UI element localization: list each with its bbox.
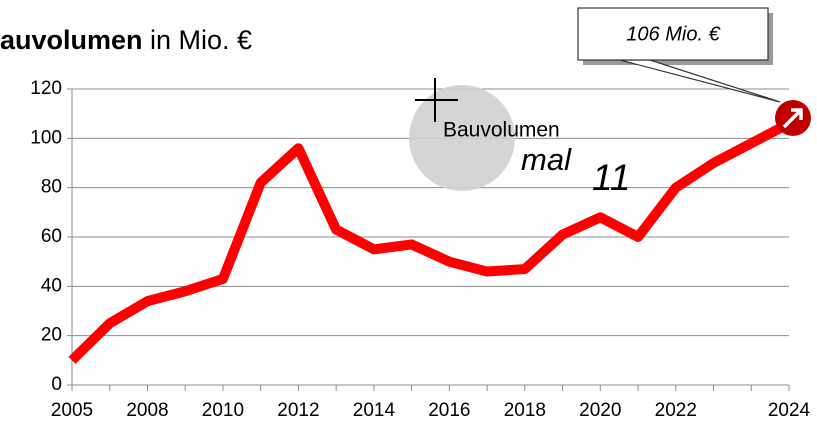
x-tick-label: 2022	[655, 400, 697, 421]
bubble-label: Bauvolumen	[443, 119, 560, 142]
factor-word: mal	[521, 142, 572, 177]
callout-pointer	[619, 59, 781, 103]
y-tick-label: 60	[41, 226, 62, 247]
callout-box	[577, 7, 769, 61]
y-tick-label: 100	[30, 127, 62, 148]
title-bold: auvolumen	[0, 25, 143, 55]
title-rest: in Mio. €	[143, 25, 253, 55]
x-tick-label: 2010	[202, 400, 244, 421]
x-tick-label: 2016	[428, 400, 470, 421]
x-tick-label: 2008	[126, 400, 168, 421]
plot: 0 20 40 60 80 100 120 2005 2008 2010 2012 2014 2016 2…	[30, 78, 810, 421]
x-tick-label: 2005	[51, 400, 93, 421]
factor: 11	[592, 157, 630, 198]
x-tick-label: 2024	[768, 400, 811, 421]
x-tick-label: 2012	[277, 400, 319, 421]
chart-title: auvolumen in Mio. €	[0, 25, 252, 55]
end-icon-arrow	[782, 108, 803, 129]
y-tick-label: 20	[41, 325, 62, 346]
y-tick-label: 80	[41, 177, 62, 198]
x-tick-label: 2014	[353, 400, 396, 421]
y-tick-label: 40	[41, 275, 62, 296]
x-tick-label: 2018	[504, 400, 546, 421]
y-tick-label: 0	[51, 374, 62, 395]
data-line	[68, 119, 792, 364]
callout-text: 106 Mio. €	[626, 23, 720, 45]
y-tick-label: 120	[30, 78, 62, 99]
x-tick-label: 2020	[579, 400, 621, 421]
